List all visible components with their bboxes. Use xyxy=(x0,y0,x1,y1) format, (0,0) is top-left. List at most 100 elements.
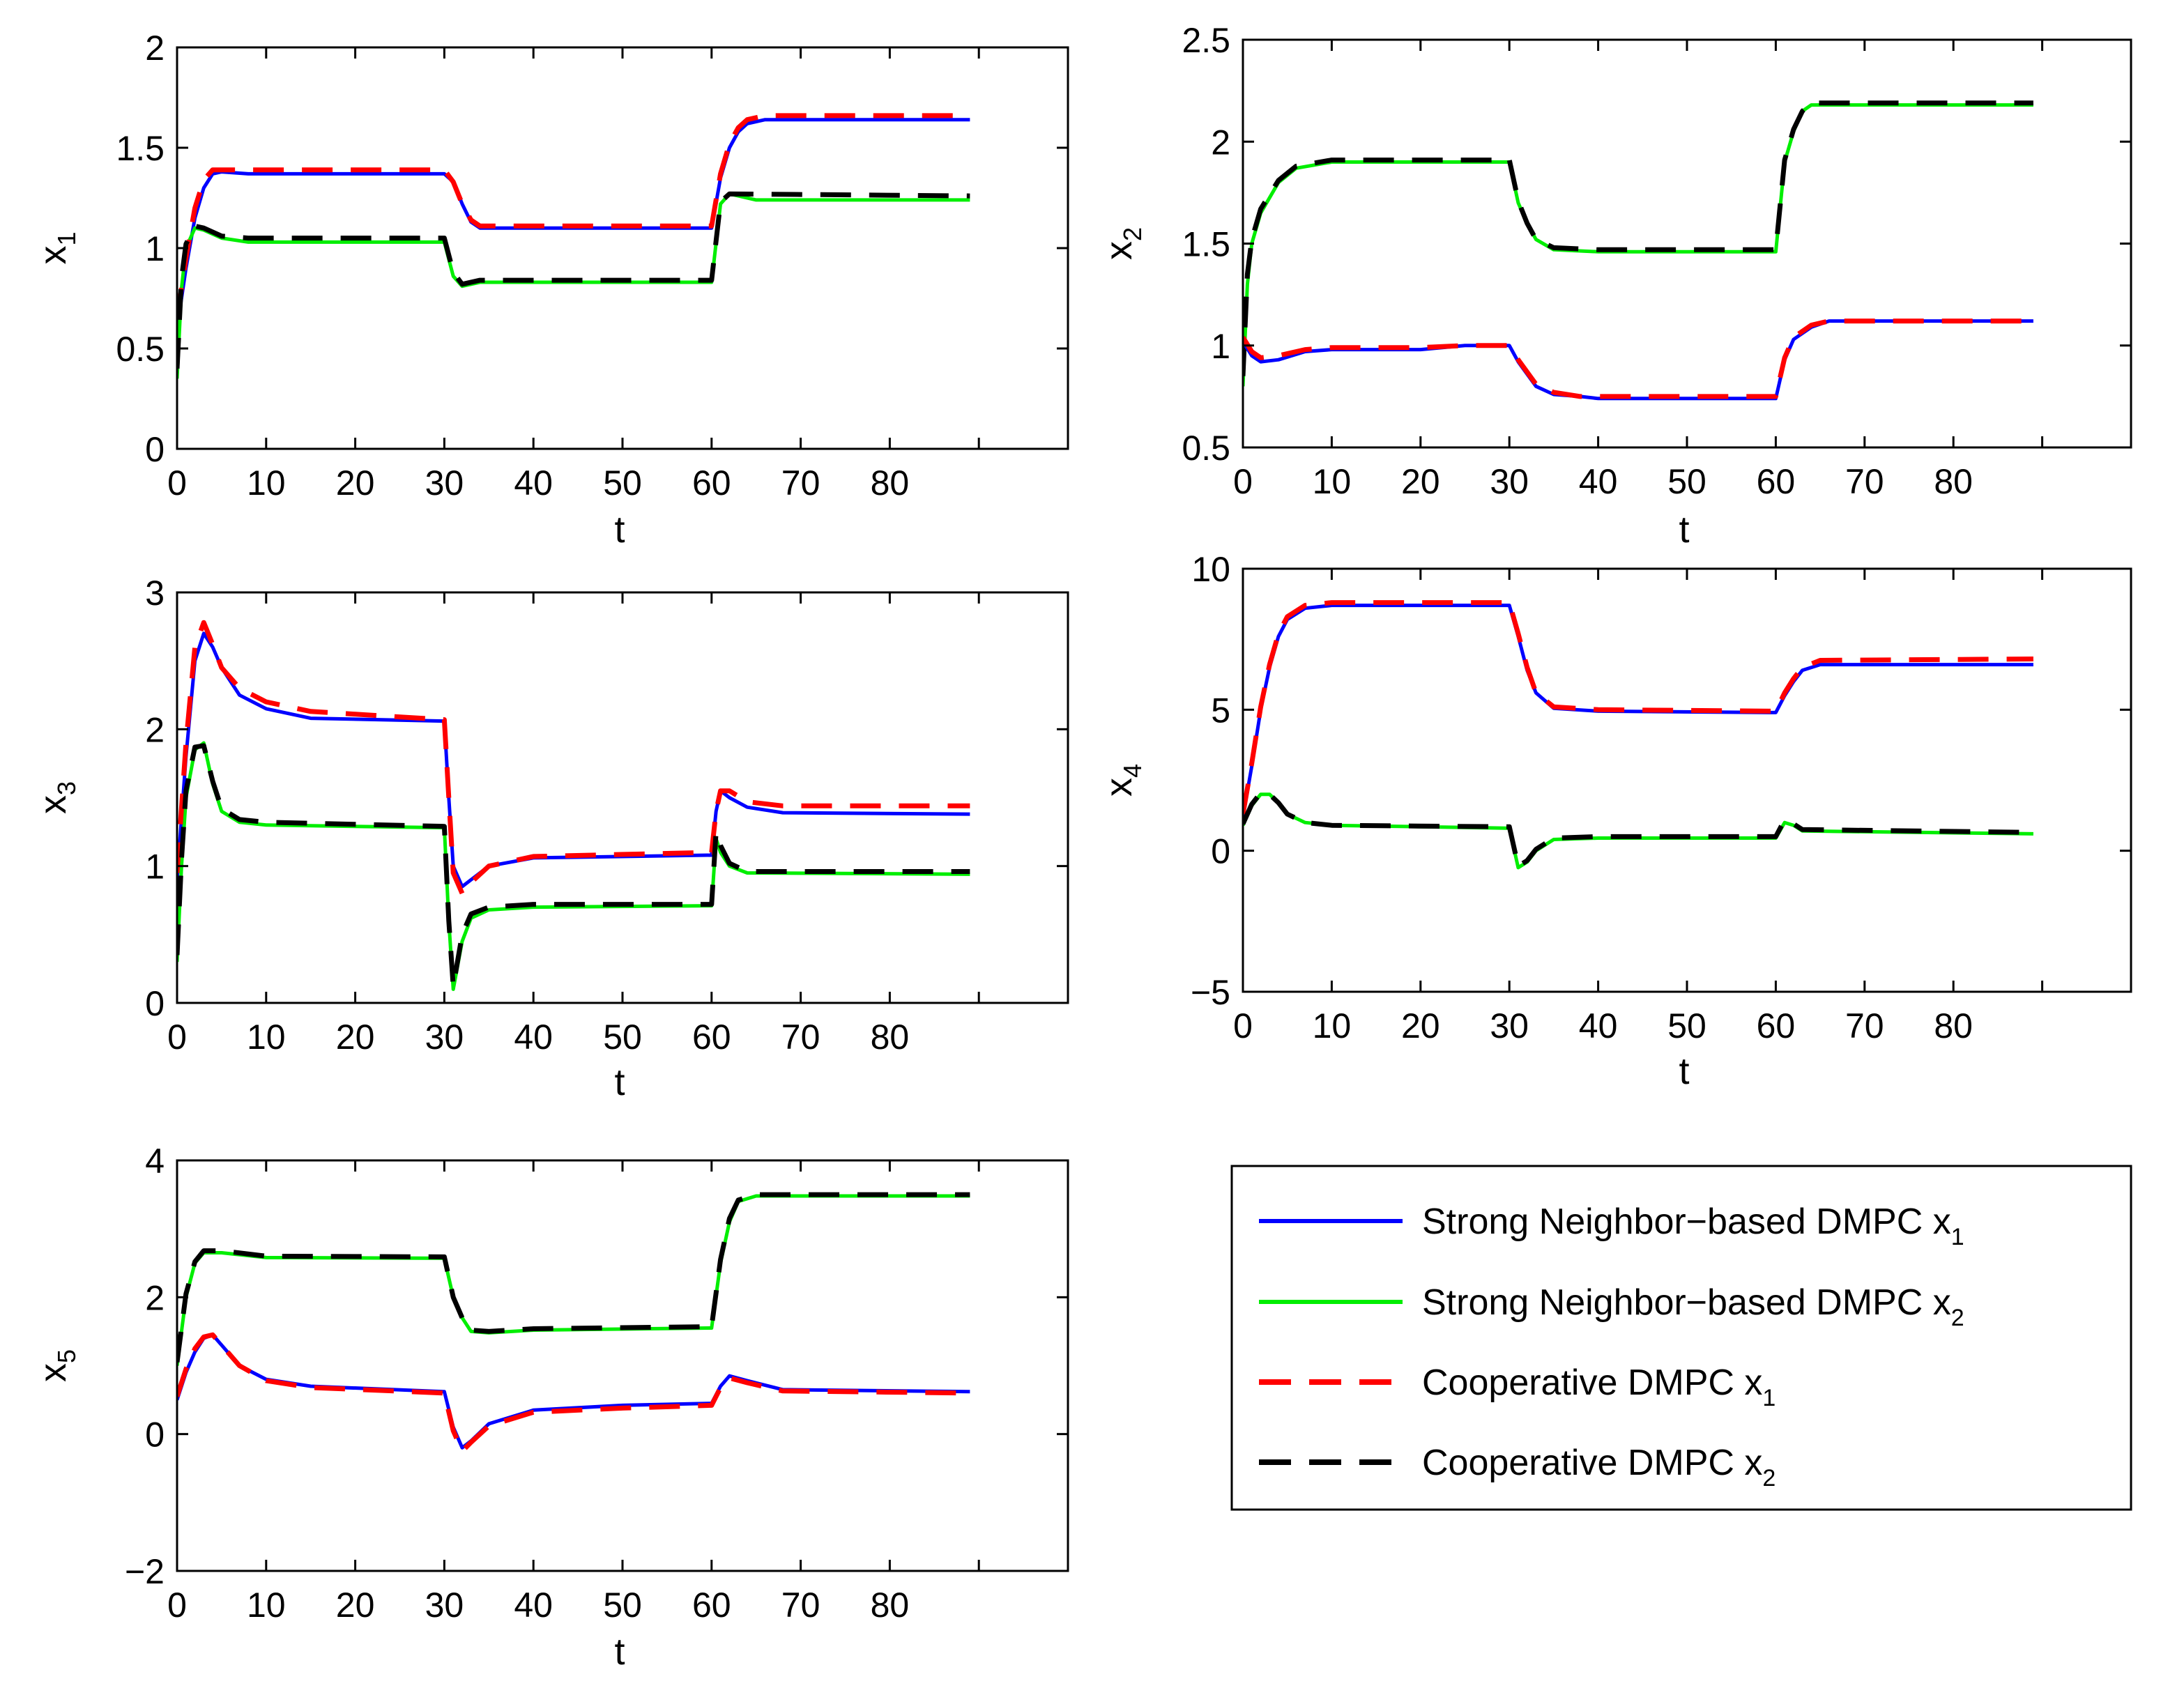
x-tick-label: 50 xyxy=(603,463,642,502)
legend-label-4: Cooperative DMPC x2 xyxy=(1422,1443,1776,1491)
x-tick-label: 70 xyxy=(781,463,820,502)
x-tick-label: 0 xyxy=(167,1018,187,1057)
x-tick-label: 50 xyxy=(603,1586,642,1625)
series-line-cooperative-dmpc-x1 xyxy=(1243,600,2033,815)
legend-label-1: Strong Neighbor−based DMPC x1 xyxy=(1422,1202,1964,1250)
x-tick-label: 60 xyxy=(1757,1006,1796,1045)
x-tick-label: 50 xyxy=(603,1018,642,1057)
x-tick-label: 80 xyxy=(871,1586,910,1625)
y-axis-label: x1 xyxy=(32,231,81,264)
x-tick-label: 0 xyxy=(1233,1006,1253,1045)
y-tick-label: 2.5 xyxy=(1182,21,1230,60)
series-group xyxy=(1243,100,2033,401)
x-tick-label: 30 xyxy=(425,1018,464,1057)
series-line-cooperative-dmpc-x2 xyxy=(177,743,970,989)
subplot-x2: 0 10 20 30 40 50 60 70 80 0.5 1 1.5 2 2.5 t x2 xyxy=(1098,21,2132,551)
y-tick-label: 1.5 xyxy=(116,129,165,168)
y-axis-label: x2 xyxy=(1098,227,1147,260)
y-tick-label: −5 xyxy=(1191,973,1230,1012)
y-tick-label: −2 xyxy=(125,1552,165,1591)
x-tick-label: 60 xyxy=(1757,462,1796,501)
x-axis-label: t xyxy=(1679,509,1689,551)
x-tick-label: 10 xyxy=(1313,1006,1352,1045)
y-tick-label: 2 xyxy=(145,710,165,749)
x-tick-label: 0 xyxy=(167,1586,187,1625)
x-tick-label: 20 xyxy=(336,1018,375,1057)
x-tick-label: 60 xyxy=(692,1018,731,1057)
x-tick-label: 70 xyxy=(781,1586,820,1625)
y-axis-label: x5 xyxy=(32,1349,81,1382)
series-line-strong-neighbor-based-dmpc-x2 xyxy=(1243,792,2033,870)
series-line-cooperative-dmpc-x1 xyxy=(177,113,970,319)
y-axis-label: x4 xyxy=(1098,764,1147,797)
series-group xyxy=(177,620,970,991)
y-tick-label: 1.5 xyxy=(1182,225,1230,264)
x-tick-label: 70 xyxy=(1845,1006,1884,1045)
x-axis-label: t xyxy=(614,509,625,551)
y-tick-label: 0 xyxy=(145,1415,165,1455)
x-tick-label: 30 xyxy=(425,463,464,502)
x-tick-label: 70 xyxy=(1845,462,1884,501)
series-line-cooperative-dmpc-x1 xyxy=(1243,319,2033,399)
y-axis-label: x3 xyxy=(32,781,81,814)
x-tick-label: 20 xyxy=(336,1586,375,1625)
y-tick-label: 0 xyxy=(1211,832,1230,871)
y-tick-label: 4 xyxy=(145,1142,165,1181)
x-tick-label: 10 xyxy=(247,1018,286,1057)
x-axis-label: t xyxy=(614,1061,625,1103)
series-line-cooperative-dmpc-x2 xyxy=(177,191,970,369)
x-tick-label: 40 xyxy=(514,1018,553,1057)
y-tick-label: 1 xyxy=(1211,327,1230,366)
x-tick-label: 20 xyxy=(1401,1006,1440,1045)
x-tick-label: 10 xyxy=(1313,462,1352,501)
x-tick-label: 0 xyxy=(167,463,187,502)
x-tick-label: 30 xyxy=(425,1586,464,1625)
y-tick-label: 0.5 xyxy=(1182,429,1230,468)
x-tick-label: 10 xyxy=(247,1586,286,1625)
x-tick-label: 80 xyxy=(871,463,910,502)
x-tick-label: 50 xyxy=(1667,1006,1706,1045)
x-axis-label: t xyxy=(614,1631,625,1673)
x-tick-label: 20 xyxy=(336,463,375,502)
x-tick-label: 80 xyxy=(871,1018,910,1057)
series-line-cooperative-dmpc-x2 xyxy=(1243,100,2033,376)
x-tick-label: 40 xyxy=(1579,1006,1618,1045)
x-tick-label: 50 xyxy=(1667,462,1706,501)
legend-box xyxy=(1230,1165,2132,1511)
y-tick-label: 2 xyxy=(1211,123,1230,162)
x-tick-label: 30 xyxy=(1490,462,1529,501)
y-tick-label: 0.5 xyxy=(116,330,165,369)
legend-label-2: Strong Neighbor−based DMPC x2 xyxy=(1422,1282,1964,1331)
y-tick-label: 2 xyxy=(145,1278,165,1317)
x-tick-label: 60 xyxy=(692,463,731,502)
x-tick-label: 40 xyxy=(514,1586,553,1625)
series-line-cooperative-dmpc-x2 xyxy=(177,1192,970,1363)
x-tick-label: 40 xyxy=(1579,462,1618,501)
y-tick-label: 3 xyxy=(145,574,165,613)
series-group xyxy=(1243,600,2033,870)
y-tick-label: 1 xyxy=(145,229,165,268)
y-tick-label: 1 xyxy=(145,847,165,887)
y-tick-label: 0 xyxy=(145,430,165,469)
y-tick-label: 5 xyxy=(1211,691,1230,730)
subplot-x3: 0 10 20 30 40 50 60 70 80 0 1 2 3 t x3 xyxy=(32,574,1069,1103)
series-group xyxy=(177,113,970,379)
x-tick-label: 80 xyxy=(1934,462,1973,501)
x-tick-label: 40 xyxy=(514,463,553,502)
y-tick-label: 2 xyxy=(145,29,165,68)
y-tick-label: 10 xyxy=(1191,550,1230,589)
series-line-cooperative-dmpc-x1 xyxy=(177,1332,970,1454)
x-tick-label: 30 xyxy=(1490,1006,1529,1045)
legend: Strong Neighbor−based DMPC x1 Strong Neig… xyxy=(1230,1165,2132,1511)
series-group xyxy=(177,1192,970,1454)
x-tick-label: 20 xyxy=(1401,462,1440,501)
x-tick-label: 60 xyxy=(692,1586,731,1625)
series-line-cooperative-dmpc-x1 xyxy=(177,620,970,896)
x-tick-label: 70 xyxy=(781,1018,820,1057)
legend-label-3: Cooperative DMPC x1 xyxy=(1422,1363,1776,1411)
subplot-x1: 0 10 20 30 40 50 60 70 80 0 0.5 1 1.5 2 t x1 xyxy=(32,29,1069,551)
